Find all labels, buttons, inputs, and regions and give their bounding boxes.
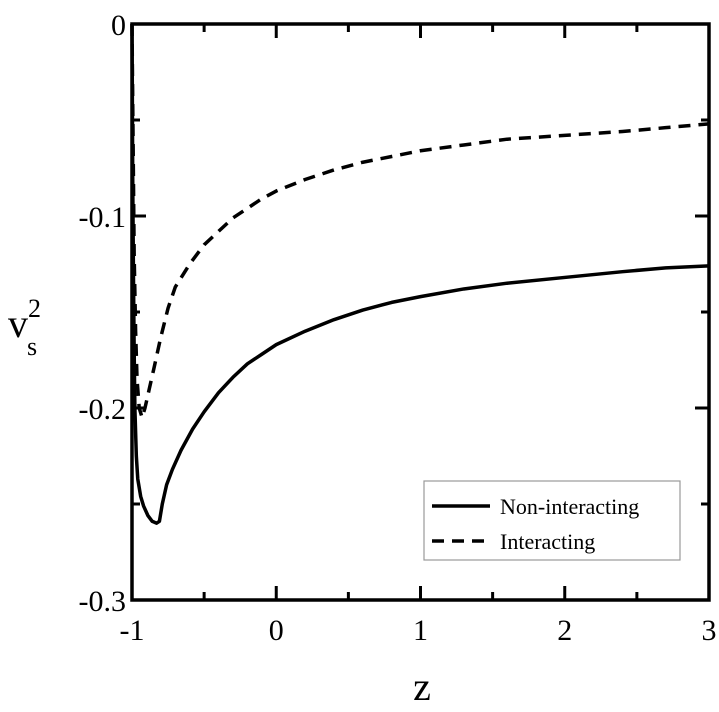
x-tick-label: 0 [269,614,284,647]
x-tick-label: 1 [413,614,428,647]
ticks-group [130,22,711,602]
x-tick-label: -1 [120,614,145,647]
x-tick-label: 2 [557,614,572,647]
legend: Non-interacting Interacting [423,480,681,561]
y-axis-title: v2 s [8,294,41,361]
x-axis-title: z [413,664,431,709]
y-axis-title-base: v [8,301,28,346]
series-line-interacting [130,23,710,420]
y-axis-title-superscript: 2 [28,294,41,323]
tick-labels-group: -1 0 1 2 3 0 -0.1 -0.2 -0.3 [79,9,717,647]
x-tick-label: 3 [702,614,717,647]
y-tick-label: 0 [111,9,126,42]
y-tick-label: -0.2 [79,393,127,426]
y-tick-label: -0.3 [79,585,127,618]
y-tick-label: -0.1 [79,201,127,234]
y-axis-title-subscript: s [27,332,37,361]
series-group [130,23,710,525]
legend-label-interacting: Interacting [500,529,595,554]
legend-box [423,480,681,561]
series-line-non-interacting [130,23,710,525]
legend-label-non-interacting: Non-interacting [500,494,639,519]
